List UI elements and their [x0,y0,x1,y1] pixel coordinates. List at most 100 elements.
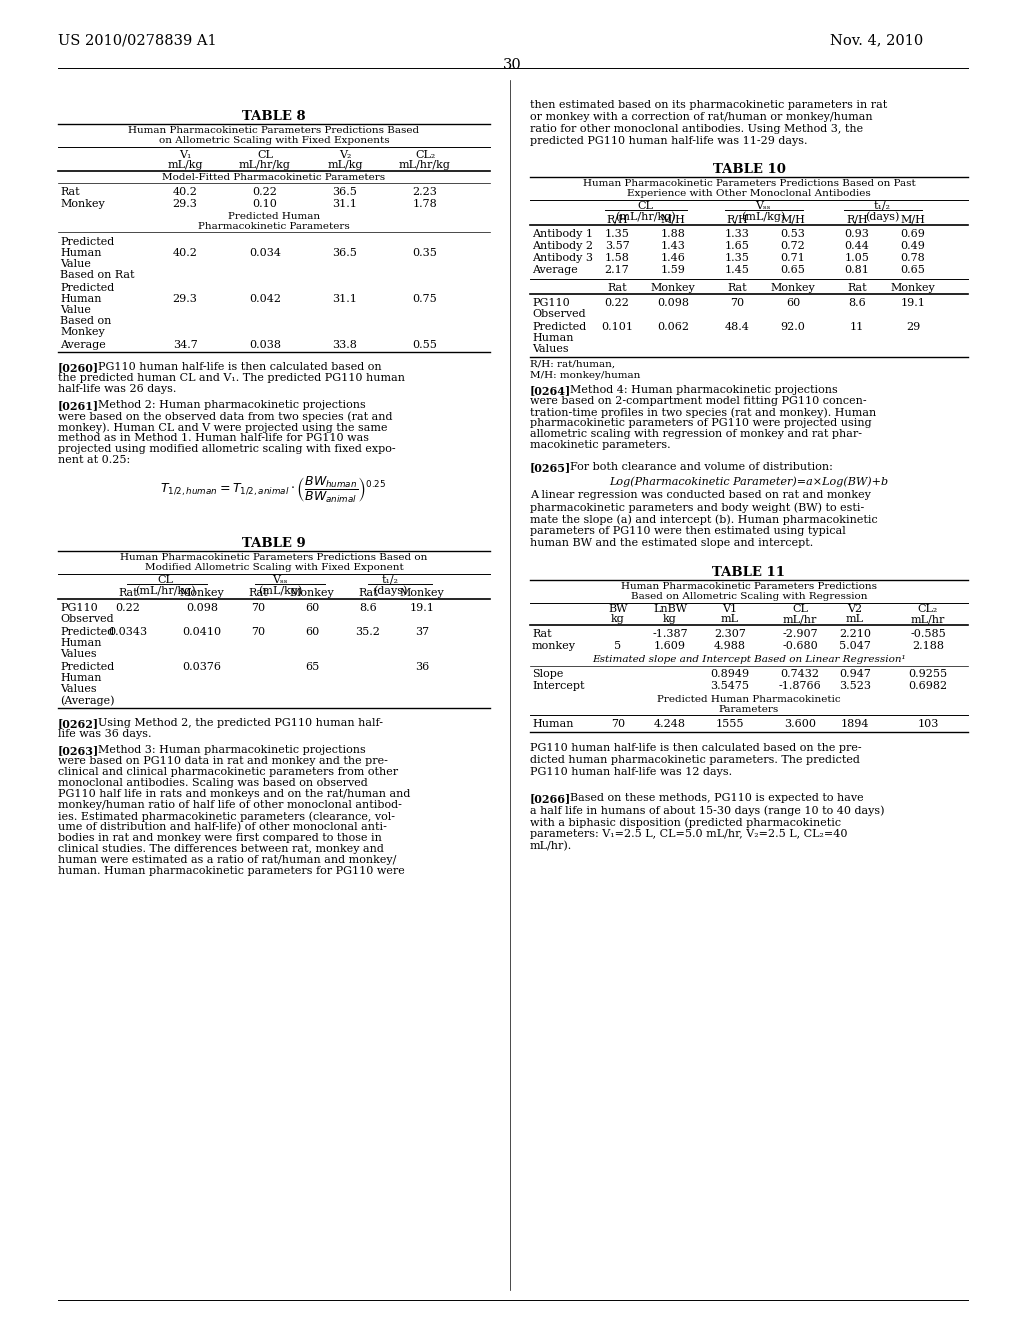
Text: [0264]: [0264] [530,385,571,396]
Text: 0.53: 0.53 [780,228,806,239]
Text: ume of distribution and half-life) of other monoclonal anti-: ume of distribution and half-life) of ot… [58,822,387,833]
Text: 1.45: 1.45 [725,265,750,275]
Text: 2.307: 2.307 [714,630,745,639]
Text: [0262]: [0262] [58,718,99,729]
Text: CL: CL [637,201,653,211]
Text: 4.248: 4.248 [654,719,686,729]
Text: For both clearance and volume of distribution:: For both clearance and volume of distrib… [570,462,833,473]
Text: parameters: V₁=2.5 L, CL=5.0 mL/hr, V₂=2.5 L, CL₂=40: parameters: V₁=2.5 L, CL=5.0 mL/hr, V₂=2… [530,829,848,840]
Text: 1.05: 1.05 [845,253,869,263]
Text: 2.17: 2.17 [604,265,630,275]
Text: M/H: M/H [660,214,685,224]
Text: pharmacokinetic parameters of PG110 were projected using: pharmacokinetic parameters of PG110 were… [530,418,871,428]
Text: mL/hr).: mL/hr). [530,841,572,851]
Text: Rat: Rat [358,587,378,598]
Text: 1.609: 1.609 [654,642,686,651]
Text: Experience with Other Monoclonal Antibodies: Experience with Other Monoclonal Antibod… [627,189,870,198]
Text: Human: Human [60,294,101,304]
Text: monkey/human ratio of half life of other monoclonal antibod-: monkey/human ratio of half life of other… [58,800,401,810]
Text: US 2010/0278839 A1: US 2010/0278839 A1 [58,33,217,48]
Text: Monkey: Monkey [891,282,935,293]
Text: Modified Allometric Scaling with Fixed Exponent: Modified Allometric Scaling with Fixed E… [144,564,403,572]
Text: 19.1: 19.1 [410,603,434,612]
Text: A linear regression was conducted based on rat and monkey: A linear regression was conducted based … [530,490,870,500]
Text: 0.65: 0.65 [900,265,926,275]
Text: Based on Allometric Scaling with Regression: Based on Allometric Scaling with Regress… [631,591,867,601]
Text: Human Pharmacokinetic Parameters Predictions Based: Human Pharmacokinetic Parameters Predict… [128,125,420,135]
Text: M/H: M/H [780,214,806,224]
Text: 40.2: 40.2 [173,187,198,197]
Text: 1555: 1555 [716,719,744,729]
Text: Human: Human [60,638,101,648]
Text: 70: 70 [611,719,625,729]
Text: 0.7432: 0.7432 [780,669,819,678]
Text: 1.78: 1.78 [413,199,437,209]
Text: Vₛₛ: Vₛₛ [756,201,771,211]
Text: monkey). Human CL and V were projected using the same: monkey). Human CL and V were projected u… [58,422,387,433]
Text: were based on the observed data from two species (rat and: were based on the observed data from two… [58,411,392,421]
Text: 3.523: 3.523 [839,681,871,690]
Text: Rat: Rat [60,187,80,197]
Text: Model-Fitted Pharmacokinetic Parameters: Model-Fitted Pharmacokinetic Parameters [163,173,386,182]
Text: Human Pharmacokinetic Parameters Predictions Based on: Human Pharmacokinetic Parameters Predict… [120,553,428,562]
Text: macokinetic parameters.: macokinetic parameters. [530,440,671,450]
Text: 0.042: 0.042 [249,294,281,304]
Text: 3.57: 3.57 [604,242,630,251]
Text: Slope: Slope [532,669,563,678]
Text: BW: BW [608,605,628,614]
Text: mL/kg: mL/kg [167,160,203,170]
Text: mL/kg: mL/kg [328,160,362,170]
Text: Average: Average [60,341,105,350]
Text: Rat: Rat [727,282,746,293]
Text: Rat: Rat [532,630,552,639]
Text: Method 2: Human pharmacokinetic projections: Method 2: Human pharmacokinetic projecti… [98,400,366,411]
Text: 8.6: 8.6 [848,298,866,308]
Text: life was 36 days.: life was 36 days. [58,729,152,739]
Text: 35.2: 35.2 [355,627,381,638]
Text: 0.81: 0.81 [845,265,869,275]
Text: 0.22: 0.22 [253,187,278,197]
Text: 37: 37 [415,627,429,638]
Text: (mL/hr/kg): (mL/hr/kg) [135,585,196,595]
Text: Intercept: Intercept [532,681,585,690]
Text: 103: 103 [918,719,939,729]
Text: 0.947: 0.947 [839,669,871,678]
Text: clinical studies. The differences between rat, monkey and: clinical studies. The differences betwee… [58,843,384,854]
Text: tration-time profiles in two species (rat and monkey). Human: tration-time profiles in two species (ra… [530,407,877,417]
Text: 0.0343: 0.0343 [109,627,147,638]
Text: Monkey: Monkey [60,327,104,337]
Text: parameters of PG110 were then estimated using typical: parameters of PG110 were then estimated … [530,525,846,536]
Text: CL: CL [792,605,808,614]
Text: Monkey: Monkey [650,282,695,293]
Text: 0.93: 0.93 [845,228,869,239]
Text: 0.44: 0.44 [845,242,869,251]
Text: 60: 60 [305,603,319,612]
Text: 3.600: 3.600 [784,719,816,729]
Text: Observed: Observed [532,309,586,319]
Text: 33.8: 33.8 [333,341,357,350]
Text: Rat: Rat [248,587,268,598]
Text: clinical and clinical pharmacokinetic parameters from other: clinical and clinical pharmacokinetic pa… [58,767,398,777]
Text: method as in Method 1. Human half-life for PG110 was: method as in Method 1. Human half-life f… [58,433,369,444]
Text: [0263]: [0263] [58,744,99,756]
Text: [0261]: [0261] [58,400,99,411]
Text: 36.5: 36.5 [333,187,357,197]
Text: a half life in humans of about 15-30 days (range 10 to 40 days): a half life in humans of about 15-30 day… [530,805,885,816]
Text: 31.1: 31.1 [333,199,357,209]
Text: 1.35: 1.35 [725,253,750,263]
Text: 8.6: 8.6 [359,603,377,612]
Text: 0.72: 0.72 [780,242,805,251]
Text: with a biphasic disposition (predicted pharmacokinetic: with a biphasic disposition (predicted p… [530,817,841,828]
Text: CL: CL [157,576,173,585]
Text: monoclonal antibodies. Scaling was based on observed: monoclonal antibodies. Scaling was based… [58,777,368,788]
Text: 0.75: 0.75 [413,294,437,304]
Text: were based on 2-compartment model fitting PG110 concen-: were based on 2-compartment model fittin… [530,396,866,407]
Text: 0.098: 0.098 [186,603,218,612]
Text: PG110 human half-life is then calculated based on: PG110 human half-life is then calculated… [98,362,382,372]
Text: Predicted: Predicted [532,322,587,333]
Text: 92.0: 92.0 [780,322,806,333]
Text: or monkey with a correction of rat/human or monkey/human: or monkey with a correction of rat/human… [530,112,872,121]
Text: bodies in rat and monkey were first compared to those in: bodies in rat and monkey were first comp… [58,833,382,843]
Text: 2.188: 2.188 [912,642,944,651]
Text: 1.58: 1.58 [604,253,630,263]
